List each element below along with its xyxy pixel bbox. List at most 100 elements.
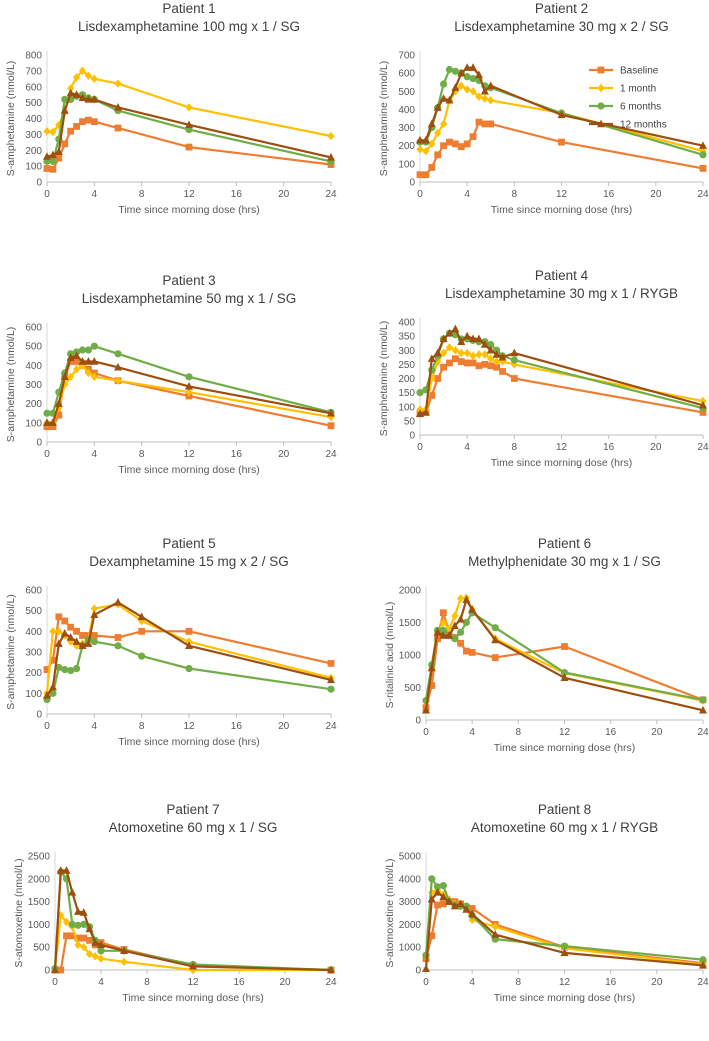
data-point xyxy=(421,135,430,144)
data-point xyxy=(462,595,471,603)
data-point xyxy=(74,921,82,929)
x-tick-label: 0 xyxy=(417,189,423,200)
x-tick-label: 24 xyxy=(697,727,709,738)
y-axis-label: S-atomoxetine (nmol/L) xyxy=(13,858,25,967)
x-tick-label: 12 xyxy=(559,977,571,988)
data-point xyxy=(55,613,63,621)
y-tick-label: 500 xyxy=(404,683,421,694)
data-point xyxy=(85,949,94,959)
data-point xyxy=(67,84,75,93)
data-point xyxy=(74,907,82,915)
data-point xyxy=(439,119,448,129)
legend-entry: 6 months xyxy=(620,102,661,113)
data-point xyxy=(91,938,100,946)
data-point xyxy=(434,901,441,909)
data-point xyxy=(433,883,442,891)
data-point xyxy=(468,649,476,656)
data-point xyxy=(462,618,470,627)
data-point xyxy=(138,652,146,660)
data-point xyxy=(491,635,500,644)
chart-panel-8: Patient 8 Atomoxetine 60 mg x 1 / RYGB 0 10… xyxy=(384,802,709,1004)
data-point xyxy=(558,138,565,146)
series-line xyxy=(420,346,704,411)
x-tick-label: 4 xyxy=(464,442,470,453)
data-point xyxy=(61,665,69,674)
y-tick-label: 300 xyxy=(25,130,42,141)
data-point xyxy=(428,682,436,689)
data-point xyxy=(114,376,122,385)
data-point xyxy=(49,127,57,137)
y-tick-label: 800 xyxy=(25,51,42,62)
y-tick-label: 200 xyxy=(398,374,415,385)
data-point xyxy=(439,900,447,908)
data-point xyxy=(84,357,93,365)
data-point xyxy=(138,627,146,635)
data-point xyxy=(475,118,483,126)
data-point xyxy=(49,157,57,165)
x-tick-label: 12 xyxy=(187,977,199,988)
y-tick-label: 2000 xyxy=(399,920,422,931)
x-tick-label: 4 xyxy=(92,449,98,460)
x-tick-label: 24 xyxy=(325,721,337,732)
series-12-months xyxy=(416,324,707,418)
data-point xyxy=(463,359,471,367)
data-point xyxy=(74,934,82,942)
legend-marker xyxy=(597,102,605,110)
data-point xyxy=(67,623,75,631)
data-point xyxy=(84,346,93,354)
data-point xyxy=(55,411,63,419)
data-point xyxy=(486,345,495,354)
data-point xyxy=(439,631,448,639)
data-point xyxy=(114,124,122,132)
data-point xyxy=(468,909,477,918)
data-point xyxy=(439,882,447,890)
data-point xyxy=(451,140,459,148)
data-point xyxy=(62,866,71,874)
data-point xyxy=(78,346,87,354)
x-tick-label: 16 xyxy=(605,977,617,988)
data-point xyxy=(55,120,63,130)
data-point xyxy=(469,87,477,96)
data-point xyxy=(114,634,122,641)
y-tick-label: 700 xyxy=(398,51,415,62)
data-point xyxy=(469,63,478,71)
y-tick-label: 500 xyxy=(398,87,415,98)
x-tick-label: 4 xyxy=(92,721,98,732)
data-point xyxy=(78,641,87,649)
x-tick-label: 20 xyxy=(651,727,663,738)
data-point xyxy=(433,103,442,111)
y-tick-label: 2000 xyxy=(399,586,422,597)
y-axis-label: S-amphetamine (nmol/L) xyxy=(378,61,390,177)
x-tick-label: 8 xyxy=(516,727,522,738)
y-tick-label: 250 xyxy=(398,360,415,371)
data-point xyxy=(440,142,447,150)
x-tick-label: 12 xyxy=(183,189,195,200)
data-point xyxy=(439,626,447,634)
y-tick-label: 600 xyxy=(398,69,415,80)
data-point xyxy=(463,85,471,94)
data-point xyxy=(63,932,70,940)
data-point xyxy=(62,917,71,927)
data-point xyxy=(491,922,499,931)
data-point xyxy=(463,73,471,81)
data-point xyxy=(450,901,459,910)
data-point xyxy=(427,119,436,128)
chart-subtitle: Atomoxetine 60 mg x 1 / RYGB xyxy=(471,820,658,835)
data-point xyxy=(699,151,707,159)
data-point xyxy=(68,932,76,940)
x-tick-label: 8 xyxy=(512,189,518,200)
data-point xyxy=(114,362,122,371)
series-baseline xyxy=(43,613,335,673)
x-tick-label: 8 xyxy=(516,977,522,988)
x-tick-label: 24 xyxy=(697,189,709,200)
data-point xyxy=(68,920,76,929)
data-point xyxy=(699,400,707,409)
data-point xyxy=(90,638,98,646)
data-point xyxy=(80,920,88,929)
data-point xyxy=(457,337,466,345)
x-tick-label: 20 xyxy=(278,721,290,732)
data-point xyxy=(90,74,98,84)
data-point xyxy=(56,866,65,874)
data-point xyxy=(97,954,105,963)
data-point xyxy=(433,888,442,896)
